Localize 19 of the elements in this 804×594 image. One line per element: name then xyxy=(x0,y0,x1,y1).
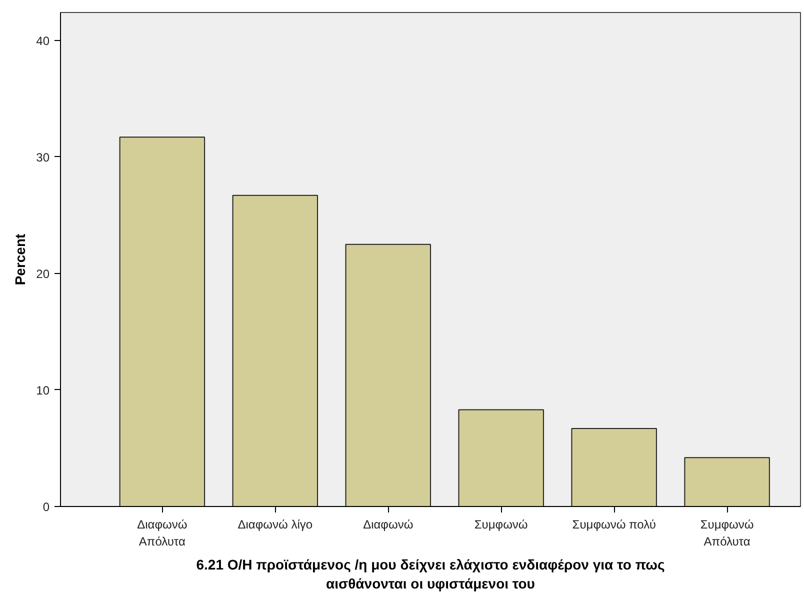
x-tick-label: Συμφωνώ πολύ xyxy=(572,518,656,532)
bar xyxy=(458,409,544,506)
bar xyxy=(119,136,206,506)
bar xyxy=(232,194,318,506)
bar xyxy=(345,244,431,506)
y-tick-label: 20 xyxy=(36,266,50,281)
y-tick-label: 10 xyxy=(36,383,50,398)
bar xyxy=(571,428,657,506)
x-tick-label: Συμφωνώ xyxy=(474,518,528,532)
x-axis-title: 6.21 Ο/Η προϊστάμενος /η μου δείχνει ελάχιστο ενδιαφέρον για το πως αισθάνονται οι υφιστάμενοι του xyxy=(196,556,665,592)
x-tick-label: Διαφωνώ Απόλυτα xyxy=(137,518,188,548)
bar xyxy=(684,457,770,506)
y-tick-label: 0 xyxy=(42,500,50,514)
y-tick-label: 30 xyxy=(36,150,50,164)
y-tick-label: 40 xyxy=(36,34,50,48)
x-tick-label: Συμφωνώ Απόλυτα xyxy=(700,518,754,548)
y-axis-title: Percent xyxy=(12,233,28,286)
x-tick-label: Διαφωνώ xyxy=(363,518,414,532)
x-tick-label: Διαφωνώ λίγο xyxy=(238,518,313,532)
